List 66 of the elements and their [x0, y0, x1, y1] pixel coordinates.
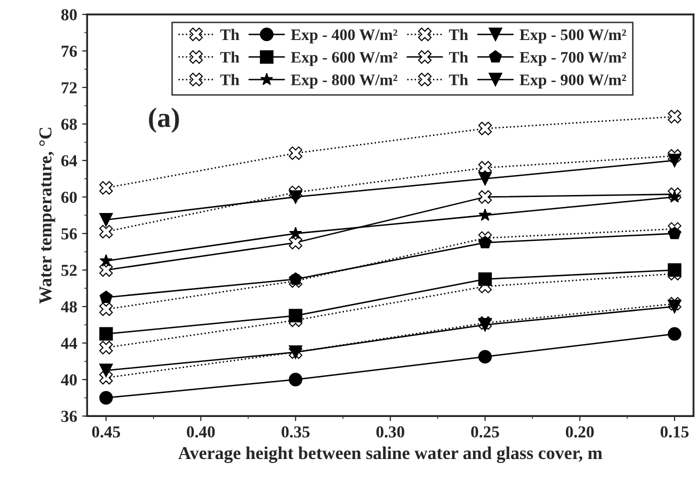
y-tick-label: 52 [61, 264, 77, 276]
point [288, 308, 302, 322]
y-tick-label: 76 [62, 46, 77, 57]
point [99, 181, 113, 195]
point [478, 272, 492, 286]
point [288, 372, 302, 386]
point [288, 146, 302, 160]
legend-label: Th [449, 28, 468, 40]
legend-label: Exp - 600 W/m² [290, 52, 398, 66]
point [99, 327, 113, 341]
legend-label: Exp - 700 W/m² [520, 52, 626, 66]
point [478, 208, 492, 221]
point [668, 190, 682, 203]
point [478, 172, 492, 186]
y-tick-label: 56 [61, 228, 77, 240]
y-tick-label: 64 [61, 155, 78, 166]
point [99, 340, 113, 354]
point [288, 236, 302, 250]
x-tick-label: 0.40 [186, 426, 215, 438]
point [668, 300, 682, 314]
point [289, 272, 302, 285]
y-tick-label: 80 [61, 9, 77, 20]
point [478, 236, 492, 248]
x-tick-label: 0.15 [660, 426, 689, 438]
point [100, 254, 113, 266]
point [478, 190, 492, 204]
annotation: (a) [148, 108, 179, 133]
point [668, 110, 682, 124]
point [99, 391, 113, 405]
point [668, 154, 682, 168]
point [288, 190, 302, 204]
legend-label: Th [220, 51, 240, 63]
point [668, 226, 682, 240]
y-tick-label: 36 [61, 410, 77, 422]
x-tick-label: 0.35 [282, 426, 310, 438]
point [668, 263, 682, 277]
point [668, 327, 682, 341]
point [99, 364, 113, 378]
legend-label: Exp - 800 W/m² [290, 74, 398, 89]
legend-label: Th [449, 51, 468, 63]
x-tick-label: 0.20 [566, 426, 594, 438]
x-axis-title: Average height between saline water and glass cover, m [178, 446, 602, 463]
y-tick-label: 48 [60, 301, 77, 312]
legend-label: Exp - 900 W/m² [520, 74, 626, 89]
point [478, 350, 492, 364]
y-tick-label: 68 [61, 118, 77, 130]
point [99, 213, 113, 227]
y-axis-title: Water temperature, °C [39, 128, 56, 304]
x-tick-label: 0.25 [471, 426, 500, 438]
legend-label: Th [220, 28, 240, 40]
y-tick-label: 44 [60, 338, 78, 349]
point [99, 263, 113, 277]
legend-label: Th [449, 74, 468, 86]
point [289, 226, 302, 240]
legend-label: Exp - 400 W/m² [290, 29, 398, 44]
point [478, 122, 492, 136]
point [100, 290, 113, 303]
y-tick-label: 40 [60, 374, 77, 386]
legend-label: Th [220, 74, 240, 86]
legend-label: Exp - 500 W/m² [520, 29, 626, 44]
y-tick-label: 60 [61, 192, 77, 203]
x-tick-label: 0.45 [92, 426, 120, 438]
point [99, 224, 113, 238]
y-tick-label: 72 [62, 82, 77, 94]
point [99, 302, 113, 316]
x-tick-label: 0.30 [376, 426, 404, 438]
